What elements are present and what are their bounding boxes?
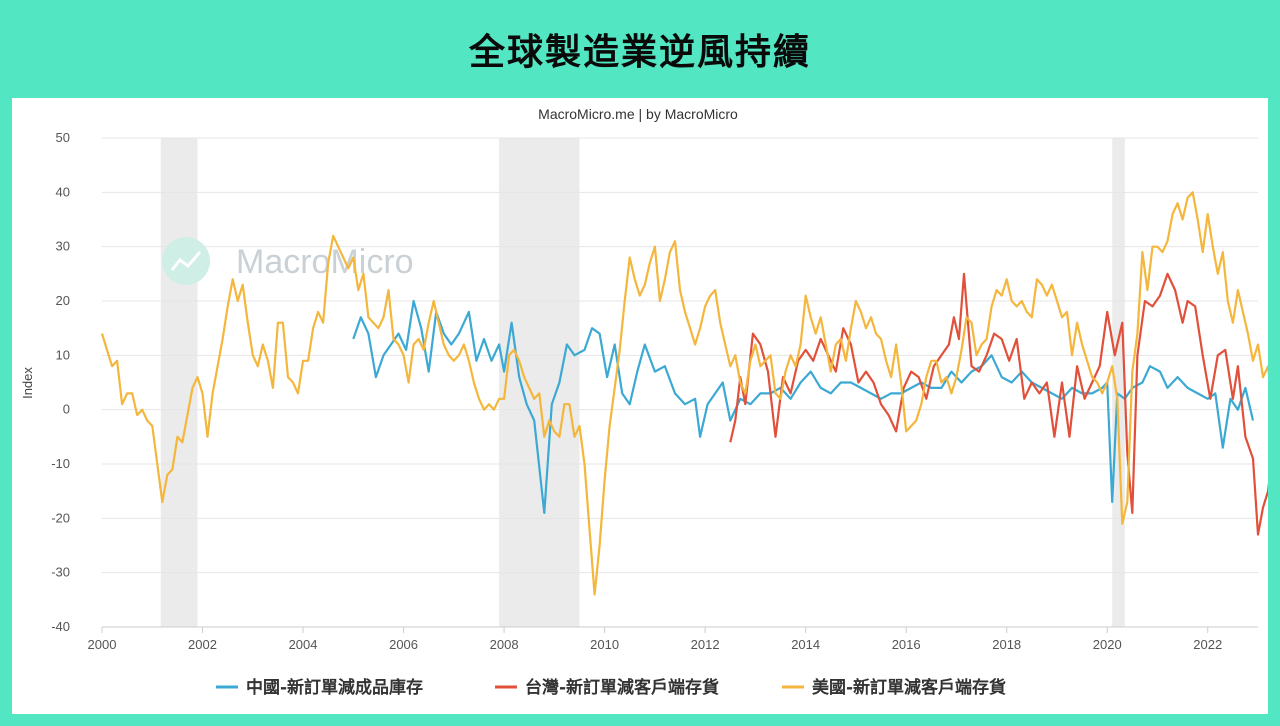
recession-band xyxy=(160,138,198,627)
grid xyxy=(102,137,1258,628)
y-tick-label: -10 xyxy=(51,456,70,471)
x-tick-label: 2014 xyxy=(791,637,820,652)
title-banner: 全球製造業逆風持續 xyxy=(0,0,1280,98)
y-tick-label: -40 xyxy=(51,619,70,634)
y-tick-label: -30 xyxy=(51,565,70,580)
x-tick-label: 2022 xyxy=(1193,637,1222,652)
x-tick-label: 2010 xyxy=(590,637,619,652)
y-tick-label: 20 xyxy=(56,293,70,308)
x-tick-label: 2002 xyxy=(188,637,217,652)
watermark: MacroMicro xyxy=(162,237,414,285)
y-axis-label: Index xyxy=(20,367,35,399)
series-line-us xyxy=(100,191,1268,596)
legend-item-us[interactable]: 美國-新訂單減客戶端存貨 xyxy=(782,677,1006,698)
legend-label: 中國-新訂單減成品庫存 xyxy=(246,677,423,698)
x-tick-label: 2004 xyxy=(289,637,318,652)
x-tick-label: 2018 xyxy=(992,637,1021,652)
x-tick-label: 2000 xyxy=(88,637,117,652)
x-axis: 2000 2002 2004 2006 2008 2010 2012 2014 2016 2018… xyxy=(88,627,1222,652)
legend-label: 美國-新訂單減客戶端存貨 xyxy=(812,677,1006,698)
legend-label: 台灣-新訂單減客戶端存貨 xyxy=(525,677,719,698)
y-tick-label: 30 xyxy=(56,239,70,254)
recession-bands xyxy=(160,138,1125,627)
series-lines xyxy=(100,191,1268,596)
series-line-taiwan xyxy=(729,272,1268,536)
x-tick-label: 2016 xyxy=(892,637,921,652)
x-tick-label: 2008 xyxy=(490,637,519,652)
y-tick-label: -20 xyxy=(51,510,70,525)
chart-credit: MacroMicro.me | by MacroMicro xyxy=(538,106,738,122)
x-tick-label: 2020 xyxy=(1093,637,1122,652)
x-tick-label: 2006 xyxy=(389,637,418,652)
watermark-text: MacroMicro xyxy=(236,243,414,281)
y-tick-label: 10 xyxy=(56,347,70,362)
x-tick-label: 2012 xyxy=(691,637,720,652)
watermark-logo-line xyxy=(170,251,202,271)
y-tick-label: 50 xyxy=(56,130,70,145)
y-tick-label: 40 xyxy=(56,184,70,199)
page-title: 全球製造業逆風持續 xyxy=(468,32,811,73)
legend-item-china[interactable]: 中國-新訂單減成品庫存 xyxy=(216,677,423,698)
line-chart[interactable]: MacroMicro.me | by MacroMicro MacroMicro… xyxy=(12,98,1268,714)
y-tick-label: 0 xyxy=(63,402,70,417)
chart-panel: MacroMicro.me | by MacroMicro MacroMicro… xyxy=(12,98,1268,714)
recession-band xyxy=(499,138,580,627)
y-axis: 50 40 30 20 10 0 -10 -20 -30 -40 xyxy=(51,130,70,634)
legend[interactable]: 中國-新訂單減成品庫存 台灣-新訂單減客戶端存貨 美國-新訂單減客戶端存貨 xyxy=(216,677,1006,698)
legend-item-taiwan[interactable]: 台灣-新訂單減客戶端存貨 xyxy=(495,677,719,698)
watermark-logo-icon xyxy=(162,237,210,285)
